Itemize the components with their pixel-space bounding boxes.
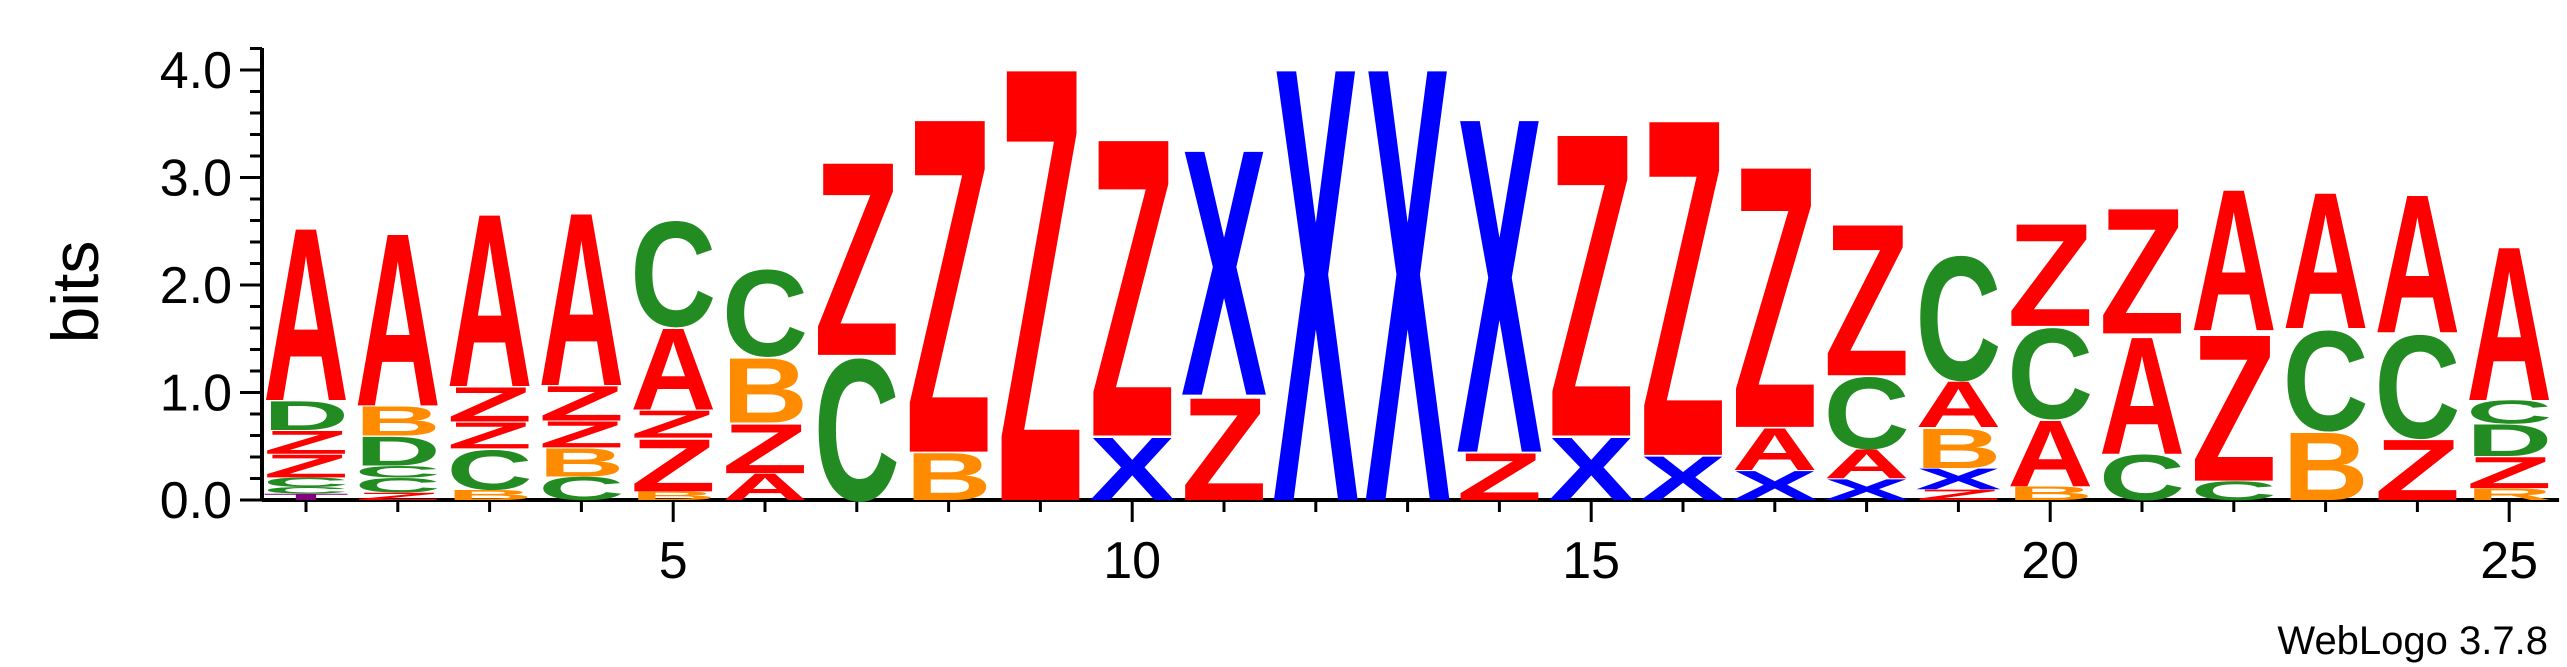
logo-glyph-A: A [2191,148,2277,374]
logo-glyph-Z: Z [1640,19,1726,558]
x-tick-label: 10 [1103,532,1161,590]
logo-column-13: X [1365,0,1452,633]
logo-glyph-stacks: TCCZZDAZCCDBABCZZACBZZABZZACAZBCCZBZ Z XZ Z… [263,0,2552,633]
logo-glyph-X: X [1273,0,1360,633]
logo-glyph-Z: Z [997,0,1083,632]
logo-glyph-C: C [722,244,808,382]
logo-glyph-Z: Z [1732,88,1818,508]
logo-column-16: XZ [1640,19,1726,558]
y-tick-label: 3.0 [160,150,232,208]
logo-glyph-X: X [1456,17,1543,554]
y-axis: 0.0 1.0 2.0 3.0 4.0 [160,42,262,530]
logo-column-11: ZX [1181,77,1268,531]
x-tick-label: 5 [659,532,688,590]
logo-column-10: XZ [1089,50,1175,527]
logo-column-7: CZ [814,104,900,544]
logo-column-21: CAZ [2099,172,2185,514]
logo-column-14: ZX [1456,17,1543,554]
logo-glyph-A: A [355,182,441,459]
logo-glyph-A: A [2466,200,2552,448]
y-tick-label: 2.0 [160,257,232,315]
logo-column-9: Z [997,0,1083,632]
logo-column-12: X [1273,0,1360,633]
y-tick-label: 1.0 [160,365,232,423]
logo-glyph-A: A [2374,153,2460,375]
logo-column-23: BCA [2283,153,2369,522]
logo-glyph-A: A [2283,153,2369,370]
footer-label: WebLogo 3.7.8 [2277,619,2548,663]
x-tick-label: 20 [2021,532,2079,590]
logo-glyph-Z: Z [1089,50,1175,527]
logo-glyph-X: X [1365,0,1452,633]
logo-column-24: ZCA [2374,153,2460,519]
logo-glyph-A: A [447,163,533,440]
logo-glyph-Z: Z [814,104,900,414]
logo-glyph-C: C [1915,219,2001,417]
logo-glyph-C: C [630,190,716,358]
logo-glyph-X: X [1181,77,1268,470]
logo-glyph-Z: Z [2007,193,2093,358]
y-axis-label: bits [38,241,112,344]
logo-glyph-Z: Z [2099,172,2185,373]
logo-column-8: BZ [906,19,992,555]
logo-glyph-Z: Z [906,19,992,555]
logo-column-15: XZ [1548,41,1634,528]
x-tick-label: 25 [2480,532,2538,590]
y-tick-label: 0.0 [160,472,232,530]
logo-glyph-A: A [538,162,624,439]
logo-glyph-Z: Z [1548,41,1634,528]
logo-glyph-A: A [263,177,349,454]
y-tick-label: 4.0 [160,42,232,100]
logo-glyph-Z: Z [1824,178,1910,421]
x-tick-label: 15 [1562,532,1620,590]
logo-column-22: CZA [2191,148,2277,525]
logo-column-17: XAZ [1732,88,1818,509]
